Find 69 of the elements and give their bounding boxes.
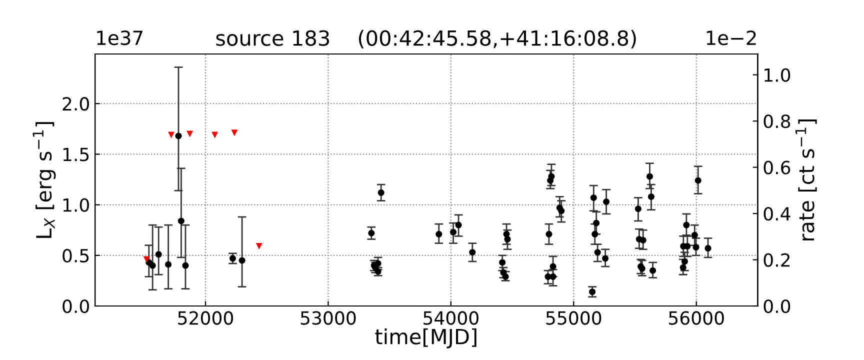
point bbox=[594, 249, 601, 256]
x-tick-label: 56000 bbox=[669, 311, 724, 325]
point bbox=[504, 236, 511, 242]
point bbox=[589, 288, 596, 296]
point bbox=[378, 189, 384, 196]
point bbox=[634, 206, 642, 212]
point bbox=[436, 230, 442, 238]
point bbox=[548, 173, 555, 180]
point bbox=[175, 132, 182, 140]
text: 1e37 bbox=[97, 30, 142, 46]
point bbox=[558, 208, 565, 214]
point bbox=[238, 257, 246, 264]
point bbox=[256, 243, 262, 250]
y2-tick-label: 0.2 bbox=[764, 253, 790, 267]
point bbox=[368, 230, 375, 236]
point bbox=[593, 220, 600, 226]
point bbox=[680, 264, 686, 271]
y2-tick-label: 0.8 bbox=[764, 114, 790, 128]
point bbox=[592, 230, 598, 238]
point bbox=[683, 222, 690, 228]
y2-tick-label: 0.4 bbox=[764, 206, 790, 221]
y2-axis-title: rate [ct s$^{−1}$] bbox=[795, 120, 817, 240]
point bbox=[691, 232, 698, 238]
point bbox=[212, 132, 218, 138]
point bbox=[231, 130, 238, 136]
point bbox=[648, 193, 654, 200]
y-tick-label: 0.5 bbox=[62, 248, 89, 263]
text: 1e−2 bbox=[706, 30, 756, 46]
point bbox=[550, 273, 556, 280]
point bbox=[374, 260, 382, 267]
y-tick-label: 1.0 bbox=[63, 198, 89, 212]
point bbox=[455, 222, 462, 228]
x-tick-label: 52000 bbox=[178, 311, 234, 325]
point bbox=[450, 228, 457, 236]
point bbox=[469, 249, 476, 256]
x-tick-label: 53000 bbox=[300, 311, 356, 325]
point bbox=[546, 230, 552, 238]
point bbox=[692, 244, 700, 251]
point bbox=[694, 177, 702, 184]
point bbox=[155, 251, 162, 258]
point bbox=[229, 255, 236, 262]
y-tick-label: 1.5 bbox=[63, 148, 89, 162]
y-tick-label: 2.0 bbox=[62, 97, 89, 111]
point bbox=[499, 259, 506, 266]
y-tick-label: 0.0 bbox=[62, 299, 89, 314]
point bbox=[681, 258, 688, 265]
point bbox=[684, 243, 691, 250]
point bbox=[603, 198, 610, 206]
point bbox=[590, 194, 597, 201]
y2-tick-label: 0.0 bbox=[764, 299, 790, 314]
x-tick-label: 55000 bbox=[546, 311, 602, 325]
x-axis-title: time[MJD] bbox=[375, 328, 476, 348]
point bbox=[646, 173, 653, 180]
point bbox=[182, 262, 189, 269]
point bbox=[165, 261, 172, 268]
point bbox=[650, 267, 656, 274]
x-tick-label: 54000 bbox=[424, 311, 478, 325]
y2-tick-label: 0.6 bbox=[764, 160, 790, 174]
point bbox=[704, 245, 712, 252]
point bbox=[143, 256, 150, 263]
point bbox=[149, 262, 156, 269]
point bbox=[640, 236, 646, 244]
point bbox=[602, 255, 609, 262]
chart-title: source 183 (00:42:45.58,+41:16:08.8) bbox=[216, 30, 636, 48]
point bbox=[186, 130, 194, 138]
point bbox=[168, 132, 175, 138]
point bbox=[178, 218, 184, 224]
y2-tick-label: 1.0 bbox=[764, 68, 790, 82]
y-axis-title: L$_{X}$ [erg s$^{−1}$] bbox=[32, 122, 56, 238]
